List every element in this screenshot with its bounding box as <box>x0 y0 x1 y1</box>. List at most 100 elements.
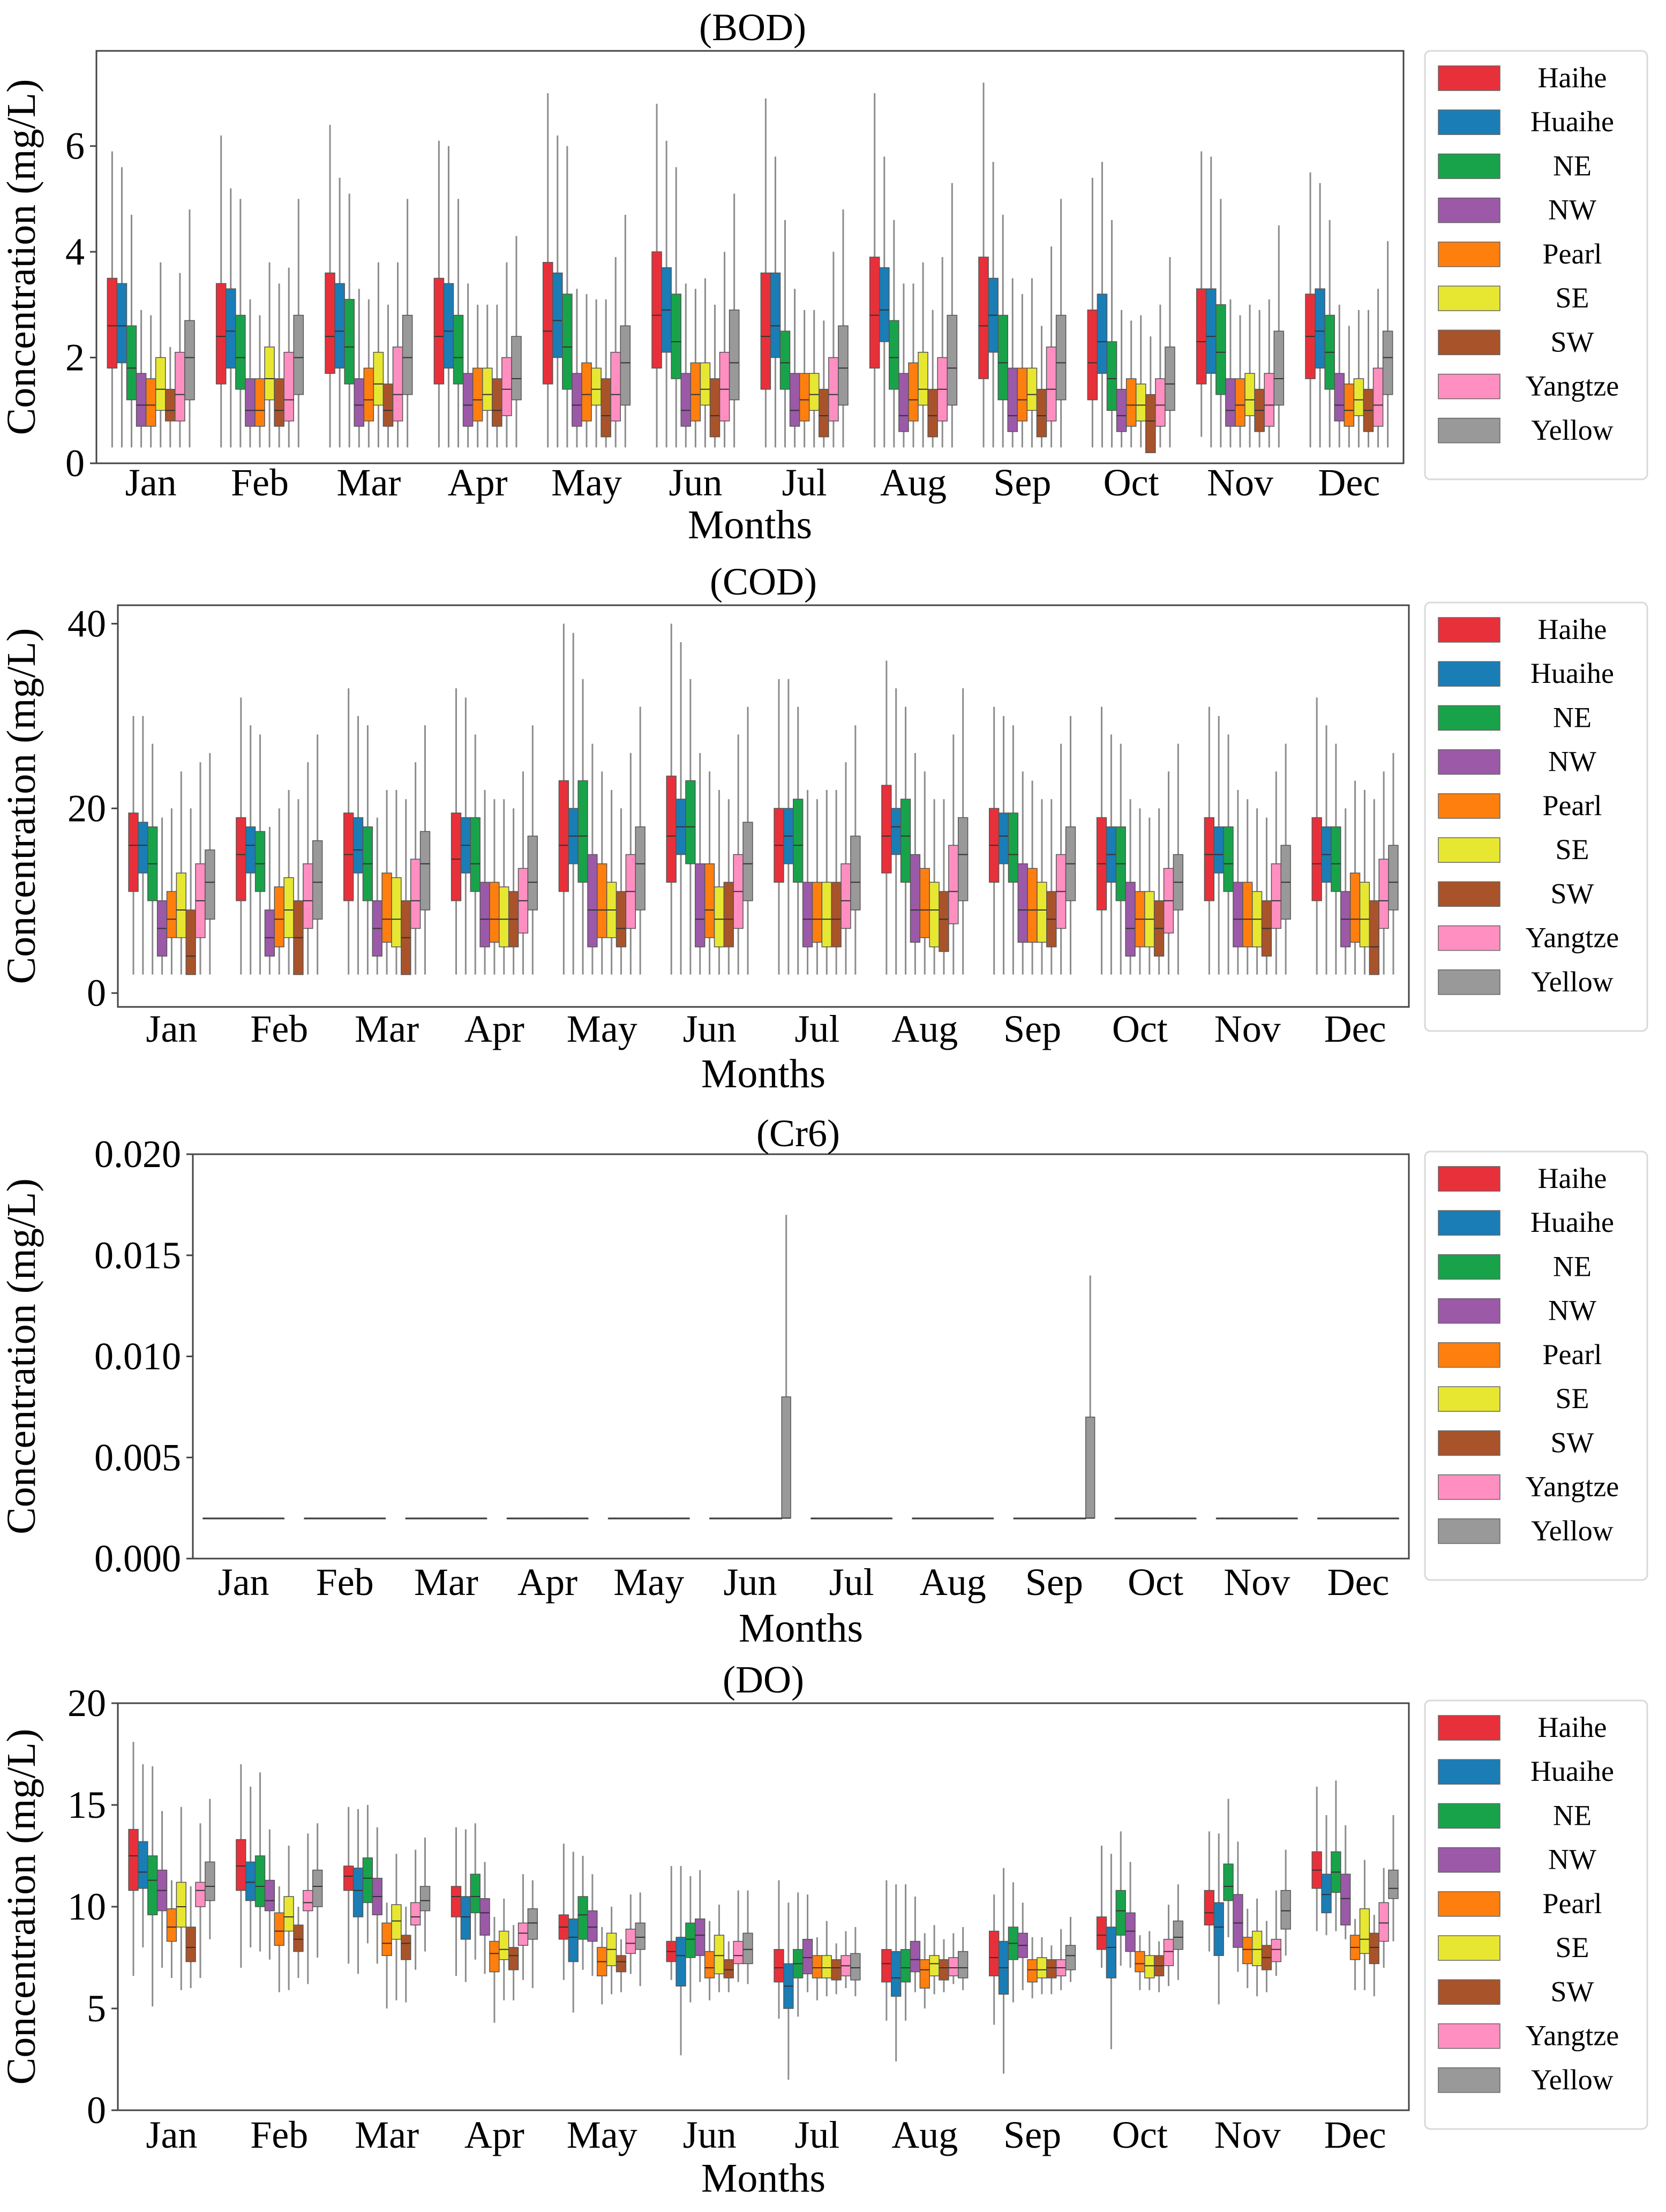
box-yellow-feb <box>312 1823 323 1958</box>
box-iqr <box>205 1861 215 1901</box>
box-iqr <box>587 854 598 947</box>
x-tick-label: Jul <box>794 1007 839 1050</box>
box-nw-aug <box>910 753 921 975</box>
legend-item-haihe: Haihe <box>1438 1162 1607 1194</box>
box-nw-may <box>587 1874 598 1976</box>
legend-swatch <box>1438 793 1500 819</box>
box-iqr <box>742 822 753 901</box>
box-pearl-aug <box>948 1517 958 1519</box>
box-se-feb <box>264 262 275 448</box>
box-iqr <box>312 1869 323 1907</box>
legend-item-ne: NE <box>1438 1799 1592 1831</box>
x-tick-label: Jan <box>125 461 177 504</box>
box-iqr <box>254 831 266 892</box>
box-se-sep <box>1037 799 1047 975</box>
box-ne-sep <box>997 215 1008 448</box>
x-tick-label: Jul <box>829 1561 874 1604</box>
box-se-oct <box>1159 1517 1170 1519</box>
box-iqr <box>508 1947 519 1970</box>
box-pearl-dec <box>1349 780 1361 975</box>
box-yellow-may <box>620 215 631 448</box>
legend-label: Yangtze <box>1526 1471 1619 1503</box>
box-ne-may <box>562 146 573 448</box>
box-iqr <box>671 294 681 379</box>
box-yangtze-nov <box>1271 1890 1281 1976</box>
legend-swatch <box>1438 1430 1500 1456</box>
y-tick-label: 6 <box>65 125 85 168</box>
box-iqr <box>410 859 421 929</box>
legend-item-huaihe: Huaihe <box>1438 1206 1614 1238</box>
x-tick-label: Aug <box>880 461 947 504</box>
box-iqr <box>781 1396 791 1519</box>
box-yellow-oct <box>1173 1884 1184 1980</box>
box-nw-dec <box>1344 1517 1354 1519</box>
box-yangtze-feb <box>303 1833 313 1984</box>
box-pearl-apr <box>489 1917 500 2023</box>
box-ne-jun <box>727 1517 737 1519</box>
box-yangtze-mar <box>468 1517 478 1519</box>
legend-label: NE <box>1553 1799 1592 1831</box>
panel-do: (DO) 0 5 10 15 20 Concentration (mg/L) Jan Feb Ma… <box>0 1658 1648 2201</box>
box-huaihe-may <box>568 1852 579 2013</box>
legend-item-yellow: Yellow <box>1438 966 1614 998</box>
legend: Haihe Huaihe NE NW Pearl SE SW Yangtze Yellow <box>1424 1150 1648 1581</box>
x-tick-label: Jun <box>723 1561 777 1604</box>
box-se-may <box>652 1517 663 1519</box>
box-iqr <box>695 1918 706 1956</box>
box-nw-mar <box>372 1827 382 1964</box>
box-yangtze-oct <box>1177 1517 1188 1519</box>
box-sw-sep <box>1046 799 1057 975</box>
box-iqr <box>919 868 930 938</box>
x-tick-label: Oct <box>1128 1561 1183 1604</box>
box-yellow-jan <box>184 209 195 448</box>
box-nw-sep <box>1017 771 1028 975</box>
box-iqr <box>245 378 256 427</box>
box-ne-sep <box>1008 1882 1019 2003</box>
y-axis-label: Concentration (mg/L) <box>0 628 44 984</box>
box-iqr <box>166 891 177 938</box>
box-iqr <box>511 336 522 401</box>
legend-item-haihe: Haihe <box>1438 1711 1607 1743</box>
box-haihe-oct <box>1096 1846 1107 1968</box>
box-iqr <box>562 294 573 390</box>
box-huaihe-feb <box>245 725 256 975</box>
box-iqr <box>1213 1902 1224 1956</box>
x-tick-label: Jun <box>669 461 722 504</box>
box-nw-apr <box>462 283 474 448</box>
box-iqr <box>254 378 265 427</box>
plot-frame <box>95 50 1405 464</box>
box-iqr <box>808 373 820 411</box>
box-iqr <box>1382 330 1393 395</box>
legend-label: Huaihe <box>1530 106 1614 138</box>
box-pearl-jul <box>799 310 810 448</box>
box-se-jan <box>176 771 186 975</box>
x-tick-label: Dec <box>1318 461 1380 504</box>
box-iqr <box>601 378 611 438</box>
legend-label: SW <box>1551 1975 1594 2007</box>
legend-item-nw: NW <box>1438 1295 1596 1327</box>
box-iqr <box>597 863 607 938</box>
legend-swatch <box>1438 1166 1500 1192</box>
x-tick-label: Oct <box>1104 461 1159 504</box>
box-iqr <box>685 780 696 864</box>
y-tick-label: 0 <box>87 972 106 1014</box>
legend-item-pearl: Pearl <box>1438 789 1602 822</box>
box-haihe-feb <box>236 1764 246 1968</box>
box-yangtze-apr <box>517 1874 529 1980</box>
box-nw-jul <box>837 1517 847 1519</box>
box-huaihe-apr <box>443 146 454 448</box>
box-pearl-jun <box>745 1517 755 1519</box>
box-iqr <box>195 1882 206 1907</box>
legend-item-se: SE <box>1438 282 1589 314</box>
box-iqr <box>676 1937 686 1987</box>
box-ne-nov <box>1223 1799 1234 1937</box>
box-nw-aug <box>910 1897 921 1992</box>
box-se-oct <box>1144 1931 1155 1990</box>
box-iqr <box>264 347 275 401</box>
box-ne-oct <box>1115 1831 1126 1966</box>
box-yangtze-may <box>625 753 636 975</box>
box-sw-oct <box>1153 1941 1165 1992</box>
legend-label: SW <box>1551 877 1594 909</box>
box-iqr <box>1085 1417 1095 1519</box>
box-ne-mar <box>362 1805 373 1944</box>
